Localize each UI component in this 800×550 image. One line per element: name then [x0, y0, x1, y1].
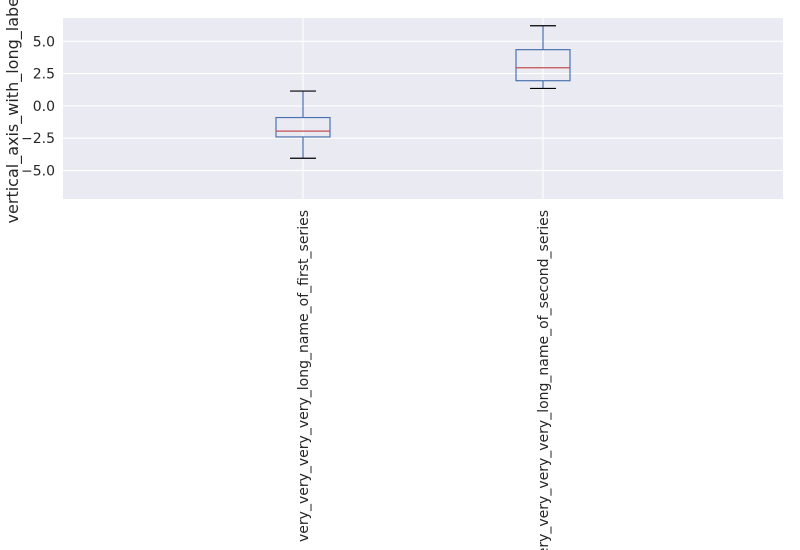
- y-tick-label: 5.0: [33, 34, 55, 50]
- y-tick-label: 2.5: [33, 67, 55, 83]
- y-tick-label: 0.0: [33, 99, 55, 115]
- plot-area: [63, 18, 783, 199]
- box-iqr: [515, 49, 571, 82]
- x-tick-label: very_very_very_very_long_name_of_second_…: [536, 210, 552, 550]
- box-plot: [275, 90, 331, 159]
- box-plot: [515, 25, 571, 90]
- box-series: [275, 25, 571, 159]
- y-axis-ticks: −5.0 −2.5 0.0 2.5 5.0: [21, 34, 55, 179]
- x-tick-label: very_very_very_very_long_name_of_first_s…: [296, 210, 312, 542]
- x-axis-ticks: very_very_very_very_long_name_of_first_s…: [296, 210, 552, 550]
- y-tick-label: −5.0: [21, 164, 55, 180]
- box-iqr: [275, 116, 331, 138]
- y-tick-label: −2.5: [21, 131, 55, 147]
- y-axis-label: vertical_axis_with_long_label: [3, 0, 23, 223]
